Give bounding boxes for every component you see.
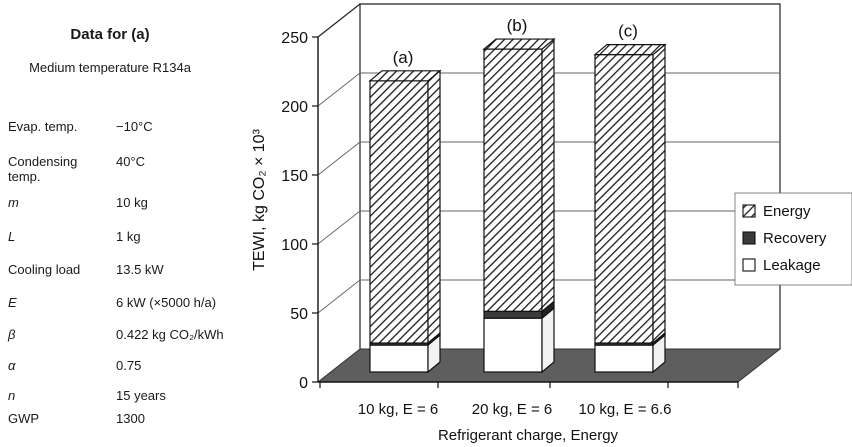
data-row-label: E: [8, 295, 17, 310]
data-row-label: Condensing temp.: [8, 154, 78, 184]
bar-segment-recovery: [483, 310, 543, 319]
data-row-label: Cooling load: [8, 262, 81, 277]
chart-legend: Energy Recovery Leakage: [734, 192, 852, 286]
data-row-label: β: [8, 327, 16, 342]
bar-top: [482, 38, 556, 50]
back-wall-frame: [359, 3, 781, 349]
bar-segment-energy: [594, 53, 654, 344]
data-row-label: Evap. temp.: [8, 119, 78, 134]
legend-label-recovery: Recovery: [763, 230, 827, 247]
bar-segment-leakage: [483, 317, 543, 373]
data-row-label: GWP: [8, 411, 40, 426]
legend-label-leakage: Leakage: [763, 257, 821, 274]
bar-segment-leakage: [369, 344, 429, 373]
bar-side-energy: [652, 43, 666, 345]
legend-swatch-leakage: [742, 258, 756, 272]
bar-label: (b): [507, 16, 528, 35]
legend-label-energy: Energy: [763, 203, 811, 220]
y-tick-label: 150: [281, 168, 308, 185]
x-tick-label: 20 kg, E = 6: [472, 401, 552, 418]
y-tick-label: 200: [281, 99, 308, 116]
legend-swatch-energy: [742, 204, 756, 218]
data-row-label: L: [8, 229, 16, 244]
x-tick-label: 10 kg, E = 6: [358, 401, 438, 418]
bar-label: (a): [393, 48, 414, 67]
data-row-label: n: [8, 388, 16, 403]
legend-swatch-recovery: [742, 231, 756, 245]
x-tick-label: 10 kg, E = 6.6: [579, 401, 672, 418]
data-row-value: 10 kg: [116, 195, 148, 210]
bar-segment-energy: [369, 80, 429, 344]
data-panel-title: Data for (a): [70, 26, 150, 43]
data-row-label: α: [8, 358, 16, 373]
bar-side-leakage: [541, 306, 555, 374]
data-row-value: 1 kg: [116, 229, 141, 244]
data-row-value: 40°C: [116, 154, 146, 169]
data-row-label: m: [8, 195, 19, 210]
data-row-value: 0.75: [116, 358, 142, 373]
data-row-value: 0.422 kg CO₂/kWh: [116, 327, 224, 342]
bar-label: (c): [618, 22, 638, 41]
bar-top: [368, 70, 442, 82]
y-tick-label: 100: [281, 237, 308, 254]
bar-side-energy: [427, 69, 441, 345]
y-tick-label: 0: [299, 375, 308, 392]
top-edge: [317, 3, 361, 38]
y-tick-label: 250: [281, 30, 308, 47]
data-row-value: 6 kW (×5000 h/a): [116, 295, 217, 310]
bar-top: [593, 43, 667, 56]
data-panel: Data for (a) Medium temperature R134a Ev…: [0, 0, 300, 447]
data-row-value: 1300: [116, 411, 145, 426]
data-panel-subtitle: Medium temperature R134a: [29, 60, 191, 75]
y-tick-label: 50: [290, 306, 308, 323]
data-row-value: 15 years: [116, 388, 166, 403]
bar-segment-energy: [483, 48, 543, 312]
x-axis-label: Refrigerant charge, Energy: [438, 427, 619, 444]
y-axis-label: TEWI, kg CO₂ × 10³: [251, 128, 268, 270]
bar-segment-leakage: [594, 344, 654, 373]
data-row-value: −10°C: [116, 119, 153, 134]
data-row-value: 13.5 kW: [116, 262, 164, 277]
bar-side-energy: [541, 37, 555, 313]
